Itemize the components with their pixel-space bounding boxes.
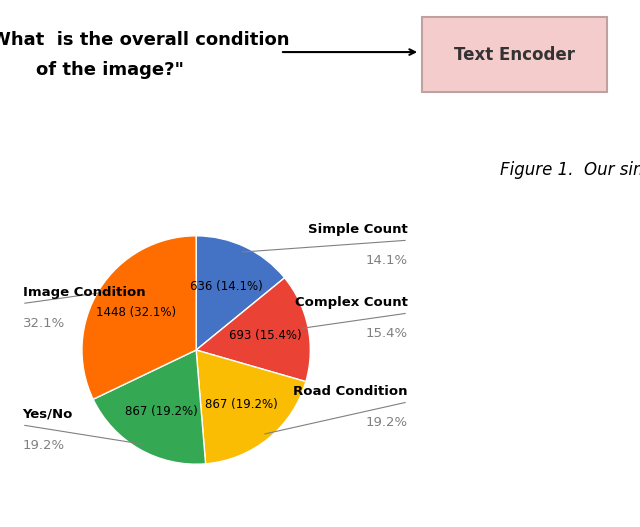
Text: 14.1%: 14.1% bbox=[365, 254, 408, 267]
Text: 693 (15.4%): 693 (15.4%) bbox=[229, 329, 302, 343]
FancyBboxPatch shape bbox=[422, 17, 607, 92]
Text: Figure 1.  Our sim: Figure 1. Our sim bbox=[500, 161, 640, 179]
Text: of the image?": of the image?" bbox=[36, 61, 184, 79]
Text: 1448 (32.1%): 1448 (32.1%) bbox=[96, 306, 176, 319]
Text: What  is the overall condition: What is the overall condition bbox=[0, 31, 289, 49]
Text: Text Encoder: Text Encoder bbox=[454, 45, 575, 64]
Text: 15.4%: 15.4% bbox=[365, 327, 408, 340]
Wedge shape bbox=[196, 236, 285, 350]
Wedge shape bbox=[82, 236, 196, 399]
Text: 636 (14.1%): 636 (14.1%) bbox=[190, 279, 263, 292]
Text: 32.1%: 32.1% bbox=[22, 317, 65, 330]
Text: 867 (19.2%): 867 (19.2%) bbox=[205, 398, 277, 411]
Text: Complex Count: Complex Count bbox=[294, 296, 408, 309]
Text: Road Condition: Road Condition bbox=[293, 385, 408, 398]
Wedge shape bbox=[196, 350, 306, 464]
Text: 867 (19.2%): 867 (19.2%) bbox=[125, 405, 197, 418]
Wedge shape bbox=[196, 278, 310, 382]
Wedge shape bbox=[93, 350, 205, 464]
Text: Simple Count: Simple Count bbox=[308, 223, 408, 236]
Text: Image Condition: Image Condition bbox=[22, 286, 145, 299]
Text: 19.2%: 19.2% bbox=[22, 439, 65, 452]
Text: Yes/No: Yes/No bbox=[22, 408, 73, 421]
Text: 19.2%: 19.2% bbox=[365, 416, 408, 430]
